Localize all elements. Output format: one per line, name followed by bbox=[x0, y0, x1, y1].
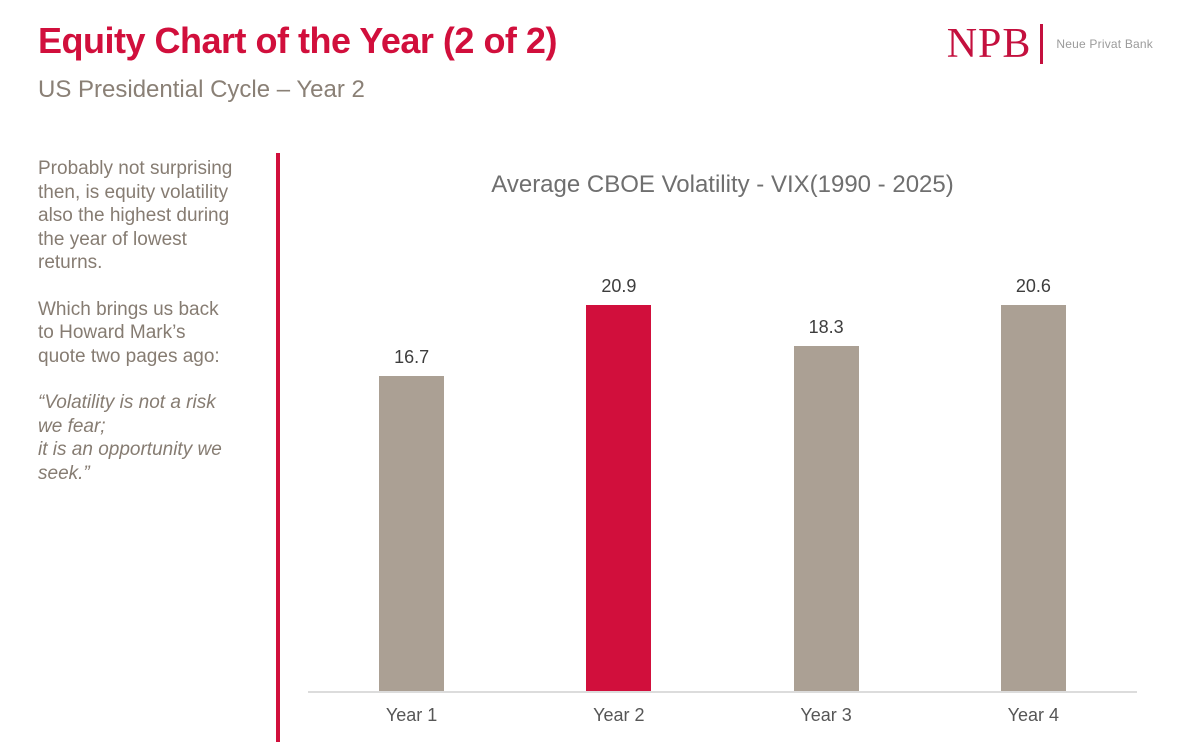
x-axis-label: Year 4 bbox=[1007, 705, 1060, 725]
logo-bank-name: Neue Privat Bank bbox=[1056, 37, 1153, 51]
bar bbox=[586, 305, 652, 691]
chart-title: Average CBOE Volatility - VIX(1990 - 202… bbox=[491, 171, 954, 198]
vertical-accent-divider bbox=[276, 153, 280, 742]
bar-value-label: 18.3 bbox=[808, 316, 844, 337]
logo-initials: NPB bbox=[946, 21, 1032, 67]
sidebar-commentary: Probably not surprising then, is equity … bbox=[38, 157, 273, 508]
x-axis-labels: Year 1 Year 2 Year 3 Year 4 bbox=[308, 693, 1137, 726]
bar-chart: Average CBOE Volatility - VIX(1990 - 202… bbox=[308, 170, 1137, 726]
bar-value-label: 16.7 bbox=[394, 346, 430, 367]
sidebar-paragraph: Which brings us back to Howard Mark’s qu… bbox=[38, 298, 220, 367]
npb-logo: NPB Neue Privat Bank bbox=[947, 20, 1153, 68]
plot-area: 16.7 20.9 18.3 20.6 bbox=[308, 276, 1137, 693]
bar-slot: 16.7 bbox=[308, 276, 515, 691]
bar bbox=[1000, 305, 1066, 691]
bar-slot: 20.6 bbox=[930, 276, 1137, 691]
sidebar-paragraph: Probably not surprising then, is equity … bbox=[38, 158, 233, 273]
x-axis-label: Year 2 bbox=[593, 705, 645, 725]
bar-value-label: 20.6 bbox=[1015, 276, 1051, 296]
bar bbox=[379, 375, 445, 691]
logo-divider-bar bbox=[1040, 24, 1044, 64]
x-axis-label: Year 1 bbox=[385, 705, 438, 725]
sidebar-quote: “Volatility is not a risk we fear; it is… bbox=[38, 392, 222, 484]
page-subtitle: US Presidential Cycle – Year 2 bbox=[38, 76, 365, 103]
bar bbox=[793, 345, 859, 691]
bar-slot: 18.3 bbox=[723, 276, 930, 691]
x-axis-label: Year 3 bbox=[800, 705, 852, 725]
bar-slot: 20.9 bbox=[515, 276, 722, 691]
page-title: Equity Chart of the Year (2 of 2) bbox=[38, 20, 557, 61]
bar-value-label: 20.9 bbox=[601, 276, 637, 296]
